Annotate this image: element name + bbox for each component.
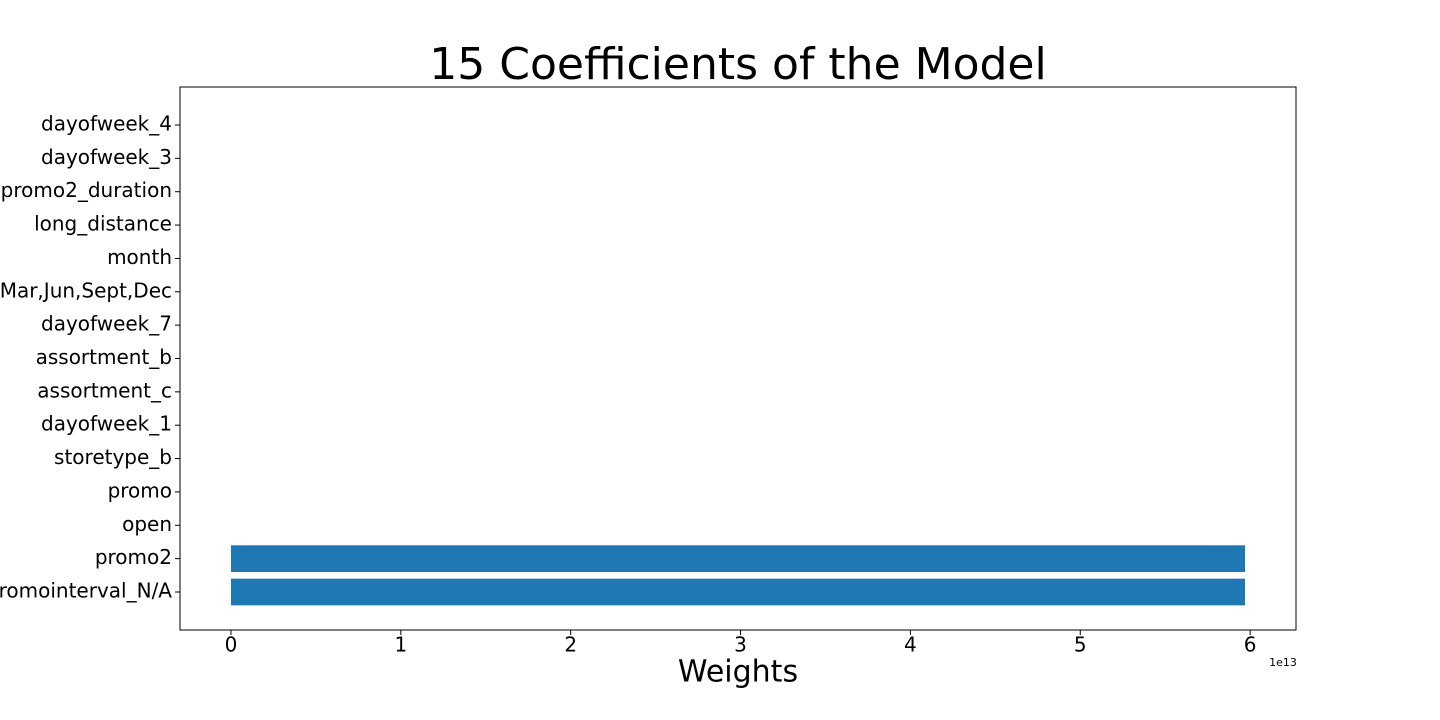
x-tick-label: 5 <box>1074 633 1087 657</box>
bar <box>230 545 1246 572</box>
y-tick-label: promo <box>108 478 172 502</box>
x-tick-label: 4 <box>904 633 917 657</box>
y-tick-label: promointerval_Mar,Jun,Sept,Dec <box>0 278 172 302</box>
x-tick-label: 6 <box>1244 633 1257 657</box>
bar <box>230 578 1246 606</box>
y-tick-label: dayofweek_1 <box>41 412 172 436</box>
chart-title: 15 Coefficients of the Model <box>429 39 1046 90</box>
y-tick-label: open <box>122 512 172 536</box>
x-tick-label: 3 <box>734 633 747 657</box>
y-tick-label: promointerval_N/A <box>0 579 172 603</box>
y-tick-label: promo2 <box>95 545 172 569</box>
x-tick-label: 2 <box>564 633 577 657</box>
y-tick-label: assortment_b <box>36 345 172 369</box>
x-tick-label: 1 <box>394 633 407 657</box>
y-tick-label: dayofweek_4 <box>41 112 172 136</box>
y-tick-label: storetype_b <box>54 445 172 469</box>
y-tick-label: dayofweek_7 <box>41 312 172 336</box>
y-tick-label: promo2_duration <box>1 178 172 202</box>
x-offset-label: 1e13 <box>1269 656 1297 669</box>
y-tick-label: month <box>107 245 172 269</box>
y-tick-label: assortment_c <box>37 378 172 402</box>
x-axis-label: Weights <box>678 655 798 690</box>
y-tick-label: long_distance <box>34 212 172 236</box>
y-tick-label: dayofweek_3 <box>41 145 172 169</box>
x-tick-label: 0 <box>225 633 238 657</box>
